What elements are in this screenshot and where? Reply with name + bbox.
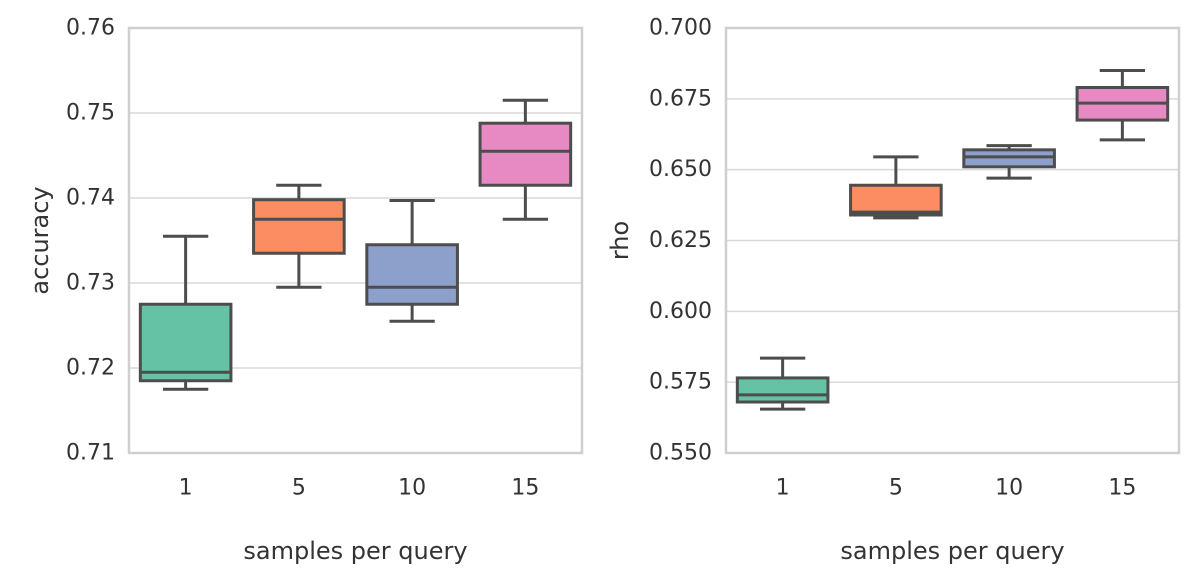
box-5: [849, 155, 943, 220]
y-tick-label: 0.625: [649, 228, 712, 253]
y-tick-label: 0.76: [66, 16, 115, 41]
iqr-box: [849, 183, 943, 217]
x-tick-label: 1: [179, 476, 193, 501]
x-axis-label: samples per query: [840, 537, 1064, 565]
y-tick-label: 0.550: [649, 441, 712, 466]
y-tick-label: 0.72: [66, 356, 115, 381]
y-tick-label: 0.700: [649, 16, 712, 41]
x-tick-label: 1: [776, 476, 790, 501]
y-tick-label: 0.675: [649, 86, 712, 111]
y-tick-label: 0.71: [66, 441, 115, 466]
iqr-box: [478, 121, 573, 187]
plot-frame: [127, 26, 584, 455]
y-tick-label: 0.73: [66, 271, 115, 296]
x-tick-label: 15: [511, 476, 539, 501]
box-15: [1075, 69, 1170, 142]
iqr-box: [138, 302, 233, 383]
x-tick-label: 5: [889, 476, 903, 501]
box-1: [138, 234, 233, 391]
box-1: [735, 356, 830, 411]
y-tick-label: 0.650: [649, 157, 712, 182]
y-tick-label: 0.74: [66, 186, 115, 211]
iqr-box: [365, 243, 459, 306]
box-10: [962, 144, 1056, 180]
y-axis-label: accuracy: [26, 186, 54, 294]
box-15: [478, 98, 573, 221]
x-tick-label: 10: [398, 476, 426, 501]
plot-frame: [724, 26, 1181, 455]
y-axis-label: rho: [606, 221, 634, 260]
x-tick-label: 15: [1108, 476, 1136, 501]
y-tick-label: 0.75: [66, 101, 115, 126]
x-tick-label: 10: [995, 476, 1023, 501]
x-tick-label: 5: [292, 476, 306, 501]
box-5: [252, 183, 346, 289]
x-axis-label: samples per query: [243, 537, 467, 565]
box-10: [365, 199, 459, 323]
iqr-box: [252, 198, 346, 255]
iqr-box: [735, 376, 830, 404]
y-tick-label: 0.600: [649, 299, 712, 324]
y-tick-label: 0.575: [649, 370, 712, 395]
